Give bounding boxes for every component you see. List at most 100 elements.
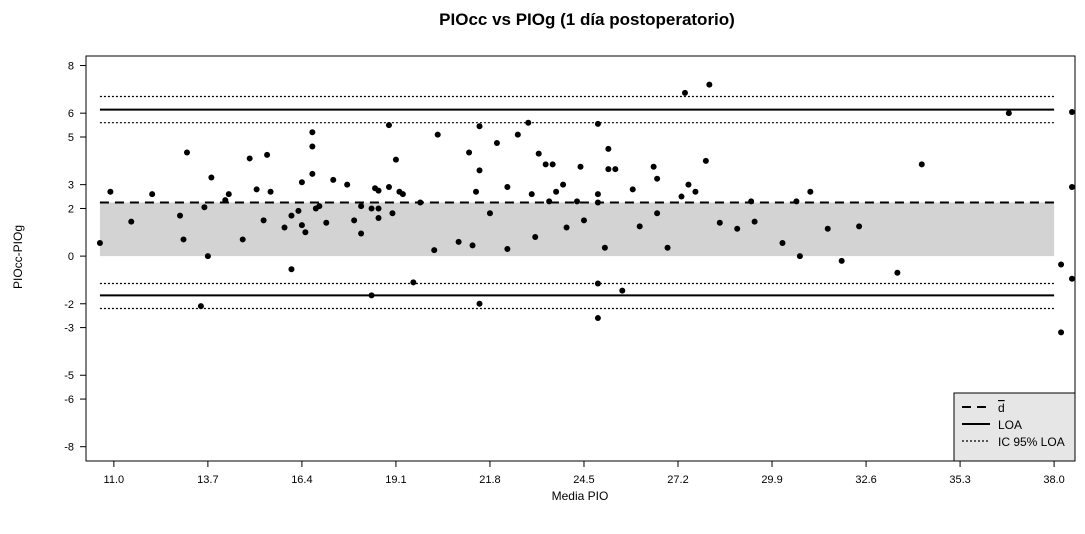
data-point-73 (560, 181, 567, 188)
data-point-67 (532, 234, 539, 241)
y-tick-label-1: 6 (68, 108, 74, 120)
data-point-111 (894, 269, 901, 276)
data-point-29 (309, 129, 316, 136)
y-tick-label-6: -2 (64, 299, 74, 311)
data-point-109 (838, 257, 845, 264)
data-point-103 (751, 218, 758, 225)
data-point-82 (594, 315, 601, 322)
data-point-86 (612, 166, 619, 173)
data-point-72 (553, 188, 560, 195)
data-point-96 (681, 89, 688, 96)
data-point-13 (239, 236, 246, 243)
legend-label-1: LOA (998, 418, 1022, 432)
data-point-63 (504, 184, 511, 191)
data-point-23 (302, 229, 309, 236)
data-point-98 (702, 157, 709, 164)
y-tick-label-2: 5 (68, 132, 74, 144)
data-point-70 (549, 161, 556, 168)
data-point-31 (330, 176, 337, 183)
data-point-105 (793, 198, 800, 205)
data-point-79 (594, 199, 601, 206)
data-point-100 (716, 219, 723, 226)
data-point-58 (476, 123, 483, 130)
data-point-75 (574, 198, 581, 205)
legend-label-0: d (998, 401, 1005, 415)
data-point-26 (309, 143, 316, 150)
data-point-19 (281, 224, 288, 231)
data-point-10 (197, 303, 204, 310)
data-point-25 (309, 170, 316, 177)
data-point-7 (201, 204, 208, 211)
data-point-65 (525, 119, 532, 126)
data-point-84 (605, 145, 612, 152)
chart-title: PIOcc vs PIOg (1 día postoperatorio) (439, 10, 735, 29)
data-point-93 (664, 244, 671, 251)
data-point-54 (466, 149, 473, 156)
data-point-50 (417, 199, 424, 206)
y-tick-label-0: 8 (68, 61, 74, 73)
data-point-85 (605, 166, 612, 173)
data-point-89 (636, 223, 643, 230)
data-point-47 (399, 191, 406, 198)
data-point-64 (514, 131, 521, 138)
data-point-117 (1058, 329, 1065, 336)
data-point-9 (208, 174, 215, 181)
data-point-8 (204, 253, 211, 260)
data-point-118 (1069, 184, 1075, 191)
data-point-113 (1005, 110, 1012, 117)
data-point-28 (316, 203, 323, 210)
data-point-106 (796, 253, 803, 260)
data-point-62 (504, 245, 511, 252)
data-point-33 (344, 181, 351, 188)
data-point-43 (385, 184, 392, 191)
data-point-94 (678, 193, 685, 200)
data-point-22 (298, 179, 305, 186)
data-point-57 (476, 167, 483, 174)
legend: d LOA IC 95% LOA (953, 392, 1076, 462)
y-tick-label-4: 2 (68, 203, 74, 215)
y-tick-label-9: -6 (64, 394, 74, 406)
data-point-45 (392, 156, 399, 163)
data-point-97 (692, 188, 699, 195)
data-point-6 (183, 149, 190, 156)
data-point-56 (473, 188, 480, 195)
data-point-95 (685, 181, 692, 188)
legend-label-2: IC 95% LOA (998, 435, 1065, 449)
data-point-21 (295, 207, 302, 214)
x-tick-label-1: 13.7 (197, 474, 218, 486)
data-point-83 (601, 244, 608, 251)
x-tick-label-7: 29.9 (761, 474, 782, 486)
data-point-18 (267, 188, 274, 195)
x-tick-label-5: 24.5 (573, 474, 594, 486)
y-tick-label-8: -5 (64, 370, 74, 382)
y-tick-label-10: -8 (64, 442, 74, 454)
data-point-44 (389, 210, 396, 217)
data-point-35 (358, 203, 365, 210)
data-point-24 (298, 222, 305, 229)
x-axis-label: Media PIO (552, 489, 609, 503)
data-point-80 (594, 120, 601, 127)
y-axis-label: PIOcc-PIOg (11, 225, 25, 289)
data-point-60 (493, 139, 500, 146)
data-point-40 (375, 215, 382, 221)
mean-difference-band (99, 202, 1055, 257)
x-tick-label-3: 19.1 (385, 474, 406, 486)
data-point-51 (431, 247, 438, 254)
data-point-15 (253, 186, 260, 193)
x-tick-label-10: 38.0 (1043, 474, 1064, 486)
data-point-20 (288, 212, 295, 219)
data-point-14 (246, 155, 253, 162)
data-point-5 (180, 236, 187, 243)
data-point-61 (476, 300, 483, 307)
data-point-76 (577, 163, 584, 170)
data-point-34 (351, 217, 358, 224)
plot-area: 11.0 13.7 16.4 19.1 21.8 24.5 27.2 29.9 32.6 35.3… (64, 55, 1076, 486)
data-point-116 (1069, 275, 1075, 282)
data-point-11 (222, 197, 229, 204)
data-point-0 (96, 240, 103, 247)
data-point-114 (1069, 108, 1075, 115)
data-point-112 (918, 161, 925, 168)
data-point-36 (358, 230, 365, 237)
data-point-88 (629, 186, 636, 193)
data-point-101 (734, 225, 741, 232)
